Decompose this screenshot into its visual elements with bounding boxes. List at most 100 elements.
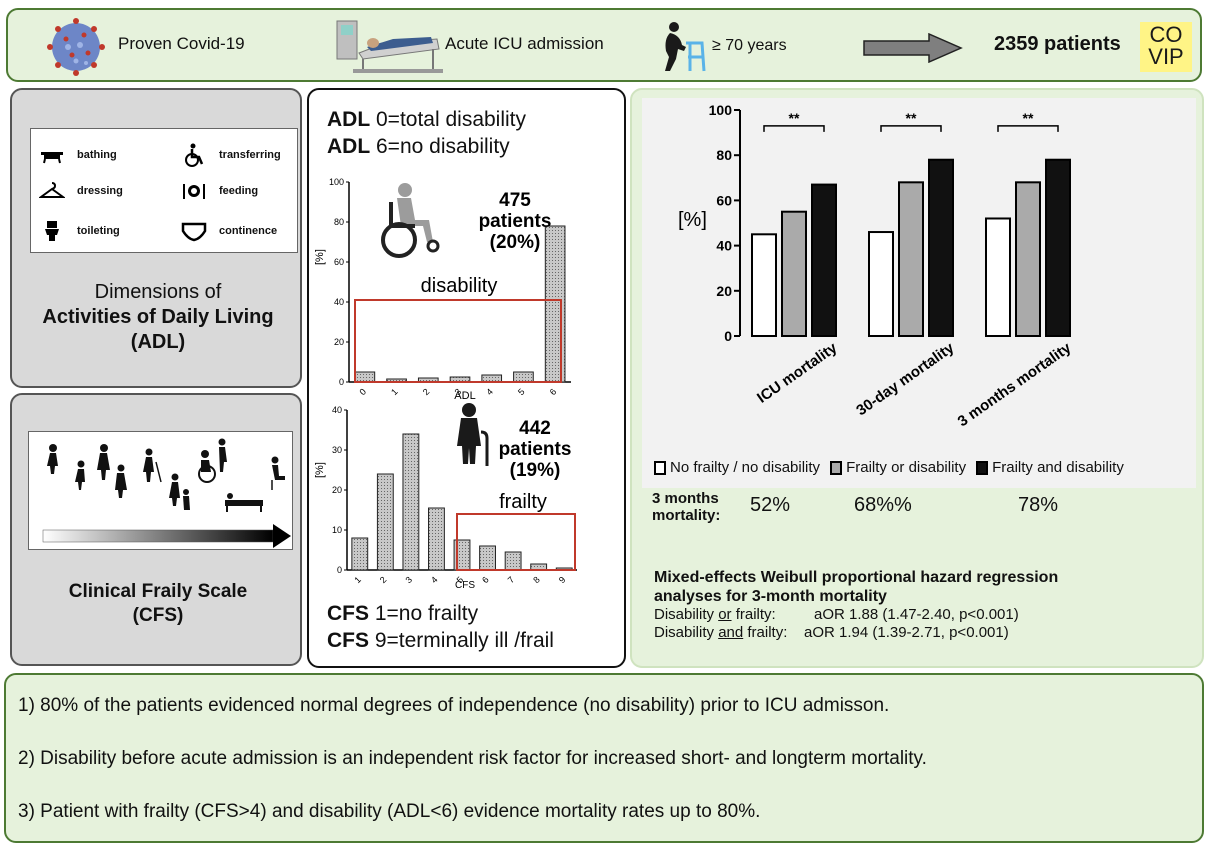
arrow-right-icon	[863, 33, 963, 63]
criterion-icu: Acute ICU admission	[445, 34, 604, 53]
adl-item-dressing: dressing	[39, 179, 123, 203]
y-tick-label: 40	[332, 405, 342, 415]
adl-distribution-chart: 0 20 40 60 80 100 0 1 2 3 4 5 6 [%] ADL 475 patients…	[314, 177, 571, 400]
wheelchair-person-icon	[381, 183, 440, 258]
frailty-box-label: frailty	[499, 491, 547, 513]
cfs-x-axis-label: CFS	[455, 580, 475, 588]
stat-or-row: Disability or frailty: aOR 1.88 (1.47-2.…	[654, 606, 1019, 623]
significance-marker: **	[789, 110, 800, 126]
cfs-y-axis-label: [%]	[314, 462, 326, 478]
significance-marker: **	[906, 110, 917, 126]
adl-callout-count: 475	[499, 190, 531, 211]
conclusion-1: 1) 80% of the patients evidenced normal …	[18, 695, 890, 716]
bar-0-2	[811, 183, 837, 337]
total-patients: 2359 patients	[994, 33, 1121, 55]
mortality-value-or: 68%%	[854, 494, 912, 516]
bar-0-1	[781, 210, 807, 337]
criterion-covid: Proven Covid-19	[118, 34, 245, 53]
mortality-value-and: 78%	[1018, 494, 1059, 516]
adl-definition-0: ADL 0=total disability	[327, 108, 527, 131]
three-month-mortality-label: 3 months mortality:	[652, 490, 721, 524]
bar-2-0	[985, 217, 1011, 337]
adl-x-axis-label: ADL	[454, 390, 475, 400]
bar-0-0	[751, 233, 777, 337]
adl-definition-6: ADL 6=no disability	[327, 135, 510, 158]
cfs-definition-1: CFS 1=no frailty	[327, 602, 479, 625]
significance-bracket	[880, 125, 942, 132]
adl-item-continence: continence	[181, 219, 277, 243]
conclusions-panel: 1) 80% of the patients evidenced normal …	[4, 673, 1204, 843]
adl-item-feeding: feeding	[181, 179, 258, 203]
y-tick-label: 20	[334, 337, 344, 347]
x-tick-label: 9	[557, 575, 568, 586]
mortality-chart-area: 0 20 40 60 80 100 ** ICU mortality ** 30-day mort…	[642, 98, 1196, 488]
legend-item-and: Frailty and disability	[976, 459, 1124, 476]
x-tick-label: 3	[403, 575, 414, 586]
y-tick-label: 0	[337, 565, 342, 575]
significance-marker: **	[1023, 110, 1034, 126]
x-tick-label: ICU mortality	[754, 339, 841, 407]
cfs-title-line1: Clinical Fraily Scale	[68, 581, 248, 602]
x-tick-label: 4	[429, 575, 440, 586]
x-tick-label: 5	[516, 387, 527, 398]
x-tick-label: 3 months mortality	[955, 339, 1075, 430]
elderly-walker-icon	[665, 22, 706, 72]
diaper-icon	[181, 222, 207, 242]
y-tick-label: 0	[339, 377, 344, 387]
bar-1	[351, 537, 369, 571]
frailty-progression-figure	[42, 438, 291, 548]
y-tick-label: 10	[332, 525, 342, 535]
x-tick-label: 2	[378, 575, 389, 586]
bar-7	[504, 551, 522, 571]
y-tick-label: 60	[334, 257, 344, 267]
adl-callout-patients: patients	[479, 211, 552, 232]
bar-2	[376, 473, 394, 571]
significance-bracket	[997, 125, 1059, 132]
cfs-callout-count: 442	[519, 418, 551, 439]
y-tick-label: 30	[332, 445, 342, 455]
y-tick-label: 80	[334, 217, 344, 227]
bar-3	[402, 433, 420, 571]
bar-0	[354, 371, 376, 383]
bar-1-2	[928, 158, 954, 337]
disability-box-label: disability	[421, 275, 498, 297]
cfs-callout-percent: (19%)	[510, 460, 561, 481]
y-tick-label: 100	[709, 102, 733, 118]
x-tick-label: 30-day mortality	[853, 339, 958, 419]
toilet-icon	[45, 221, 59, 241]
x-tick-label: 8	[531, 575, 542, 586]
bar-5	[513, 371, 534, 383]
adl-icons-box: bathing transferring dressing feeding to…	[30, 128, 298, 253]
bar-6	[479, 545, 496, 571]
adl-caption-line1: Dimensions of	[94, 281, 222, 303]
stat-and-row: Disability and frailty: aOR 1.94 (1.39-2…	[654, 624, 1009, 641]
y-tick-label: 80	[716, 147, 732, 163]
significance-bracket	[763, 125, 825, 132]
cfs-title-line2: (CFS)	[132, 605, 184, 626]
bar-4	[428, 507, 445, 571]
x-tick-label: 0	[357, 387, 368, 398]
adl-caption-line2: Activities of Daily Living	[42, 306, 274, 328]
virus-icon	[47, 18, 105, 76]
bar-2-1	[1015, 181, 1041, 337]
mortality-y-axis-label: [%]	[678, 209, 707, 231]
adl-y-axis-label: [%]	[314, 249, 326, 265]
x-tick-label: 1	[352, 575, 363, 586]
bathtub-icon	[41, 152, 63, 164]
regression-stats: Mixed-effects Weibull proportional hazar…	[654, 568, 1058, 642]
legend-item-or: Frailty or disability	[830, 459, 966, 476]
bar-6	[544, 225, 566, 383]
disability-highlight-box	[354, 299, 562, 383]
adl-item-toileting: toileting	[39, 219, 120, 243]
legend-item-none: No frailty / no disability	[654, 459, 820, 476]
cfs-panel: Clinical Fraily Scale (CFS)	[10, 393, 302, 666]
frailty-highlight-box	[456, 513, 576, 571]
conclusion-2: 2) Disability before acute admission is …	[18, 748, 927, 769]
y-tick-label: 100	[329, 177, 344, 187]
icu-bed-icon	[336, 20, 443, 73]
cfs-callout-patients: patients	[499, 439, 572, 460]
bar-1-0	[868, 231, 894, 337]
x-tick-label: 2	[421, 387, 432, 398]
plate-cutlery-icon	[183, 184, 205, 199]
bar-4	[481, 374, 503, 383]
